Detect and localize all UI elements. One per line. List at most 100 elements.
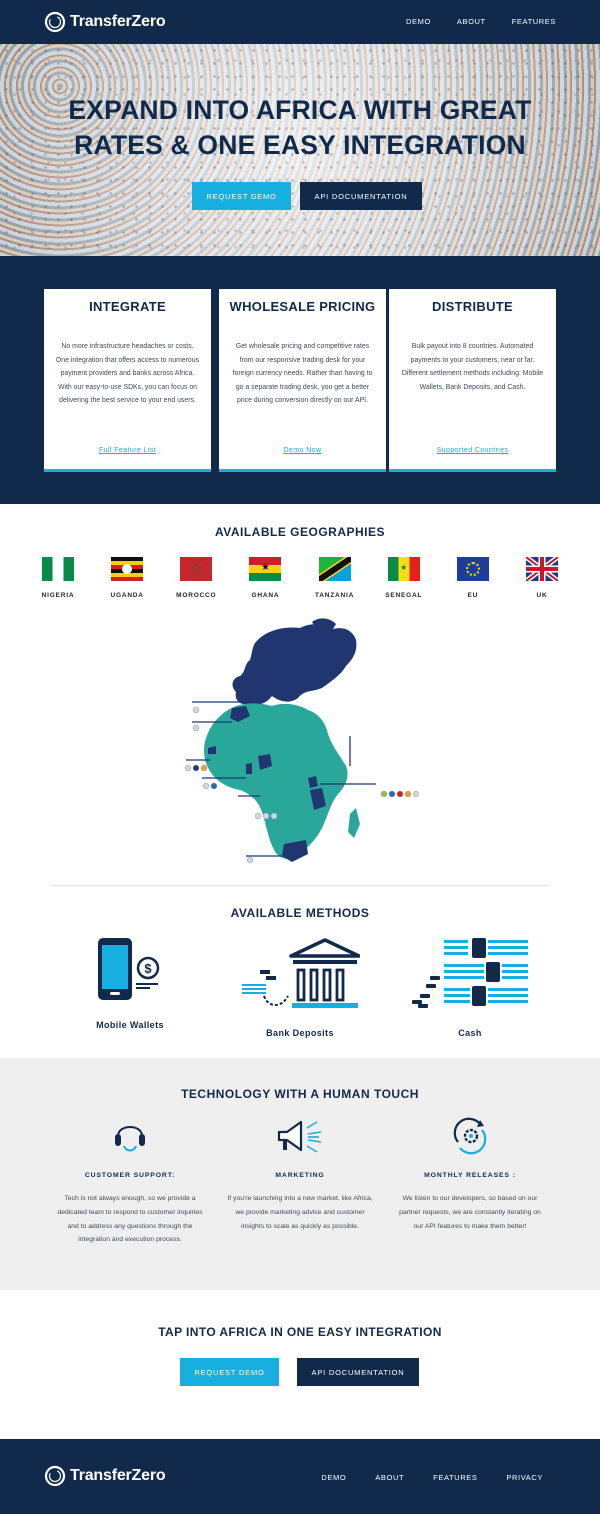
feature-card-wholesale-pricing: WHOLESALE PRICING Get wholesale pricing …	[219, 289, 386, 472]
methods-title: AVAILABLE METHODS	[230, 906, 370, 920]
morocco-flag-icon: ☆	[180, 557, 213, 581]
bank-deposit-icon	[242, 938, 360, 1008]
country-label: TANZANIA	[314, 592, 355, 599]
uk-flag-icon	[525, 557, 558, 581]
country-label: UK	[536, 592, 548, 599]
nav-features[interactable]: FEATURES	[511, 17, 556, 26]
country-label: MOROCCO	[176, 592, 217, 599]
main-nav: DEMO ABOUT FEATURES	[406, 17, 556, 26]
hero-api-docs-button[interactable]: API DOCUMENTATION	[300, 182, 422, 210]
europe-region	[232, 624, 357, 705]
tech-monthly-releases: MONTHLY RELEASES : We listen to our deve…	[395, 1116, 545, 1233]
svg-text:$: $	[144, 961, 152, 976]
feature-card-distribute: DISTRIBUTE Bulk payout into 8 countries.…	[389, 289, 556, 472]
feature-card-integrate: INTEGRATE No more infrastructure headach…	[44, 289, 211, 472]
feature-card-title: DISTRIBUTE	[432, 299, 513, 314]
method-dots	[184, 706, 420, 864]
country-ghana: ★ GHANA	[232, 557, 298, 599]
africa-region	[204, 703, 348, 859]
brand-name: TransferZero	[70, 13, 166, 30]
footer-nav-features[interactable]: FEATURES	[433, 1473, 478, 1482]
footer-nav-about[interactable]: ABOUT	[375, 1473, 405, 1482]
country-label: SENEGAL	[385, 592, 423, 599]
footer-nav: DEMO ABOUT FEATURES PRIVACY	[321, 1473, 543, 1482]
tech-column-text: If you're launching into a new market, l…	[227, 1195, 373, 1230]
tech-column-text: We listen to our developers, so based on…	[399, 1195, 541, 1230]
senegal-highlight	[208, 746, 216, 754]
logo-ring-icon	[44, 11, 66, 33]
hero-title: EXPAND INTO AFRICA WITH GREAT RATES & ON…	[0, 93, 600, 163]
country-label: GHANA	[251, 592, 280, 599]
hero-title-line-2: RATES & ONE EASY INTEGRATION	[74, 130, 526, 160]
country-senegal: ★ SENEGAL	[371, 557, 437, 599]
country-eu: EU	[440, 557, 506, 599]
method-bank-deposits: Bank Deposits	[266, 1028, 334, 1038]
tech-column-title: MONTHLY RELEASES :	[424, 1172, 516, 1179]
tanzania-highlight	[310, 788, 326, 810]
coverage-map	[184, 618, 420, 864]
feature-card-title: INTEGRATE	[89, 299, 166, 314]
footer-brand-logo[interactable]: TransferZero	[44, 1465, 166, 1487]
mobile-wallet-icon: $	[98, 938, 160, 1000]
technology-section: TECHNOLOGY WITH A HUMAN TOUCH CUSTOMER S…	[0, 1058, 600, 1290]
nigeria-flag-icon	[42, 557, 74, 581]
country-label: EU	[467, 592, 479, 599]
top-navbar: TransferZero DEMO ABOUT FEATURES	[0, 0, 600, 44]
country-nigeria: NIGERIA	[25, 557, 91, 599]
morocco-highlight	[230, 706, 250, 722]
tech-column-title: MARKETING	[275, 1172, 325, 1179]
feature-card-text: Bulk payout into 8 countries. Automated …	[401, 343, 544, 391]
footer: TransferZero DEMO ABOUT FEATURES PRIVACY	[0, 1439, 600, 1514]
nav-demo[interactable]: DEMO	[406, 17, 431, 26]
features-band: INTEGRATE No more infrastructure headach…	[0, 256, 600, 504]
country-tanzania: TANZANIA	[302, 557, 368, 599]
geographies-title: AVAILABLE GEOGRAPHIES	[214, 525, 386, 539]
country-uganda: UGANDA	[94, 557, 160, 599]
brand-logo[interactable]: TransferZero	[44, 11, 166, 33]
country-label: NIGERIA	[41, 592, 75, 599]
nigeria-highlight	[258, 754, 272, 770]
feature-card-text: No more infrastructure headaches or cost…	[55, 343, 200, 405]
feature-card-title: WHOLESALE PRICING	[229, 299, 376, 314]
tech-column-title: CUSTOMER SUPPORT:	[84, 1172, 176, 1179]
country-label: UGANDA	[110, 592, 144, 599]
supported-countries-link[interactable]: Supported Countries	[436, 447, 509, 454]
south-africa-highlight	[282, 840, 308, 862]
footer-nav-privacy[interactable]: PRIVACY	[506, 1473, 543, 1482]
cash-icon	[412, 938, 528, 1008]
full-feature-list-link[interactable]: Full Feature List	[99, 447, 156, 454]
cta-api-docs-button[interactable]: API DOCUMENTATION	[297, 1358, 419, 1386]
method-cash: Cash	[458, 1028, 482, 1038]
logo-ring-icon	[44, 1465, 66, 1487]
megaphone-icon	[277, 1120, 322, 1153]
tech-marketing: MARKETING If you're launching into a new…	[225, 1116, 375, 1233]
nav-about[interactable]: ABOUT	[456, 17, 486, 26]
hero-request-demo-button[interactable]: REQUEST DEMO	[192, 182, 291, 210]
senegal-flag-icon: ★	[387, 557, 420, 581]
tech-column-text: Tech is not always enough, so we provide…	[57, 1195, 203, 1244]
brand-name: TransferZero	[70, 1467, 166, 1484]
hero-title-line-1: EXPAND INTO AFRICA WITH GREAT	[68, 95, 532, 125]
uganda-flag-icon	[111, 557, 144, 581]
map-connectors	[186, 701, 376, 857]
eu-flag-icon	[456, 557, 489, 581]
method-mobile-wallets: Mobile Wallets	[96, 1020, 164, 1030]
technology-title: TECHNOLOGY WITH A HUMAN TOUCH	[181, 1087, 419, 1101]
hero-crowd-background	[0, 44, 600, 256]
ghana-highlight	[246, 763, 252, 774]
ghana-flag-icon: ★	[249, 557, 282, 581]
madagascar-island	[348, 808, 360, 838]
section-divider	[52, 885, 548, 886]
footer-nav-demo[interactable]: DEMO	[321, 1473, 347, 1482]
country-uk: UK	[509, 557, 575, 599]
country-morocco: ☆ MOROCCO	[163, 557, 229, 599]
uganda-highlight	[308, 776, 318, 788]
feature-card-text: Get wholesale pricing and competitive ra…	[232, 343, 373, 405]
scandinavia-region	[312, 618, 336, 636]
flags-row: NIGERIA UGANDA ☆ MOROCCO ★ GHANA TANZANI…	[25, 557, 575, 599]
headset-icon	[115, 1126, 145, 1152]
demo-now-link[interactable]: Demo Now	[283, 447, 322, 454]
tech-customer-support: CUSTOMER SUPPORT: Tech is not always eno…	[55, 1116, 205, 1247]
cta-request-demo-button[interactable]: REQUEST DEMO	[180, 1358, 279, 1386]
tanzania-flag-icon	[318, 557, 351, 581]
